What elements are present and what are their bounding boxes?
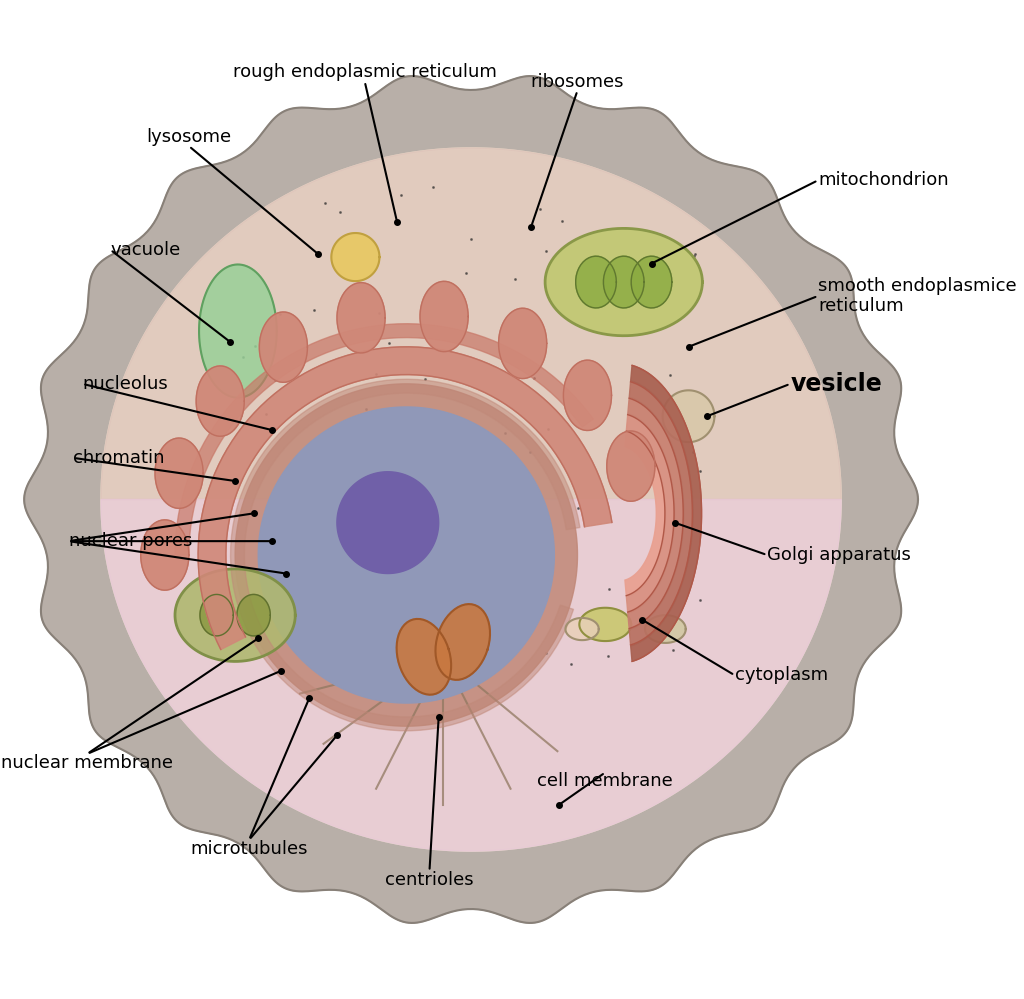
Polygon shape (258, 407, 554, 703)
Polygon shape (631, 256, 672, 308)
Polygon shape (230, 380, 580, 731)
Polygon shape (25, 76, 918, 923)
Text: smooth endoplasmice
reticulum: smooth endoplasmice reticulum (818, 277, 1017, 316)
Text: chromatin: chromatin (73, 449, 165, 467)
Polygon shape (236, 384, 578, 726)
Polygon shape (259, 312, 307, 383)
Text: cell membrane: cell membrane (538, 772, 673, 790)
Polygon shape (565, 618, 599, 640)
Polygon shape (197, 366, 245, 437)
Polygon shape (199, 265, 276, 398)
Polygon shape (332, 233, 380, 281)
Polygon shape (629, 382, 692, 645)
Text: centrioles: centrioles (385, 871, 474, 889)
Polygon shape (396, 619, 452, 694)
Text: nuclear pores: nuclear pores (69, 532, 191, 550)
Polygon shape (603, 256, 644, 308)
Polygon shape (175, 568, 295, 661)
Text: rough endoplasmic reticulum: rough endoplasmic reticulum (232, 63, 497, 81)
Text: ribosomes: ribosomes (530, 73, 625, 91)
Polygon shape (499, 309, 547, 379)
Text: vacuole: vacuole (111, 241, 180, 259)
Polygon shape (175, 324, 594, 555)
Polygon shape (607, 431, 655, 501)
Polygon shape (198, 347, 612, 649)
Text: mitochondrion: mitochondrion (818, 171, 948, 189)
Polygon shape (580, 607, 631, 641)
Polygon shape (101, 148, 841, 851)
Polygon shape (645, 615, 686, 643)
Text: lysosome: lysosome (146, 128, 231, 146)
Polygon shape (625, 432, 665, 595)
Text: nucleolus: nucleolus (83, 375, 168, 393)
Text: cytoplasm: cytoplasm (735, 666, 827, 684)
Polygon shape (101, 500, 841, 851)
Polygon shape (101, 148, 841, 500)
Polygon shape (627, 415, 674, 612)
Polygon shape (435, 604, 490, 680)
Polygon shape (420, 282, 468, 352)
Polygon shape (631, 366, 701, 661)
Text: vesicle: vesicle (791, 372, 882, 396)
Text: Golgi apparatus: Golgi apparatus (767, 546, 911, 564)
Polygon shape (545, 229, 702, 336)
Polygon shape (563, 361, 611, 431)
Polygon shape (575, 256, 616, 308)
Polygon shape (337, 472, 438, 573)
Polygon shape (155, 439, 203, 508)
Text: microtubules: microtubules (190, 840, 308, 858)
Polygon shape (337, 283, 385, 353)
Text: nuclear membrane: nuclear membrane (1, 754, 173, 772)
Polygon shape (237, 594, 270, 636)
Polygon shape (200, 594, 233, 636)
Polygon shape (663, 391, 715, 443)
Polygon shape (628, 399, 683, 628)
Polygon shape (140, 519, 188, 590)
